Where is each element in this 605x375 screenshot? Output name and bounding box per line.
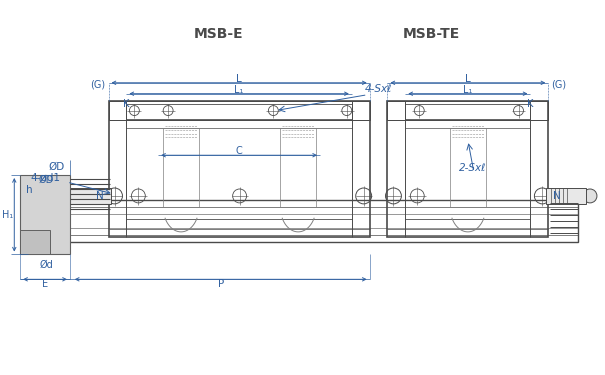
Text: MSB-E: MSB-E — [194, 27, 244, 41]
Text: 4-Sxℓ: 4-Sxℓ — [365, 84, 392, 94]
Text: Ød: Ød — [39, 260, 53, 269]
Circle shape — [583, 189, 597, 203]
Bar — [20, 230, 50, 255]
Text: h: h — [26, 185, 33, 195]
Text: C: C — [236, 146, 243, 156]
Text: MSB-TE: MSB-TE — [402, 27, 460, 41]
Bar — [387, 100, 548, 120]
Text: L₁: L₁ — [234, 85, 244, 95]
Text: ØD: ØD — [39, 175, 54, 185]
Text: P: P — [218, 279, 224, 289]
Bar — [387, 100, 548, 237]
Text: N: N — [96, 191, 103, 201]
Text: K: K — [123, 99, 129, 109]
Bar — [108, 100, 370, 237]
Text: ØD: ØD — [49, 162, 65, 172]
Text: N: N — [553, 191, 561, 201]
Text: L₁: L₁ — [463, 85, 473, 95]
Text: L: L — [465, 74, 471, 84]
Bar — [20, 175, 70, 255]
Text: E: E — [42, 279, 48, 289]
Bar — [30, 200, 578, 242]
Circle shape — [39, 189, 53, 203]
Bar — [405, 104, 531, 118]
Bar — [108, 100, 370, 120]
Bar — [50, 188, 111, 204]
Text: L: L — [236, 74, 242, 84]
Bar — [546, 188, 586, 204]
Text: (G): (G) — [91, 80, 106, 90]
Text: 2-Sxℓ: 2-Sxℓ — [459, 163, 486, 173]
Text: 4-ød1: 4-ød1 — [30, 173, 60, 183]
Text: (G): (G) — [551, 80, 566, 90]
Text: H₁: H₁ — [2, 210, 13, 220]
Text: K: K — [527, 99, 534, 109]
Bar — [126, 104, 352, 118]
